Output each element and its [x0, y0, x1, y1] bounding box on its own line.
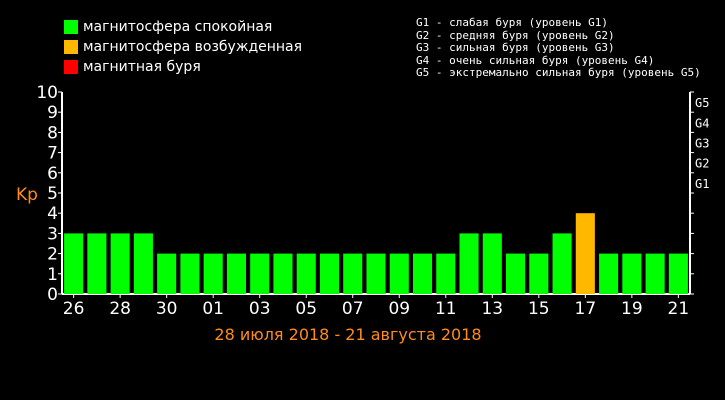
x-tick-label: 01	[202, 299, 224, 319]
g-scale-legend: G1 - слабая буря (уровень G1) G2 - средн…	[416, 16, 701, 80]
kp-bar	[389, 253, 409, 294]
kp-bar	[226, 253, 246, 294]
g-tick-label: G2	[695, 157, 709, 171]
kp-bar	[459, 233, 479, 294]
y-tick-label: 7	[47, 144, 58, 164]
g-legend-line-g1: G1 - слабая буря (уровень G1)	[416, 16, 609, 29]
x-tick-label: 07	[342, 299, 364, 319]
kp-bar	[506, 253, 526, 294]
g-legend-line-g2: G2 - средняя буря (уровень G2)	[416, 28, 615, 42]
kp-bar	[64, 233, 84, 294]
kp-bar	[133, 233, 153, 294]
kp-bar	[575, 213, 595, 294]
y-tick-label: 2	[47, 245, 58, 265]
g-tick-label: G5	[695, 96, 709, 110]
kp-bar	[180, 253, 200, 294]
kp-bar	[412, 253, 433, 294]
date-range-label: 28 июля 2018 - 21 августа 2018	[214, 325, 481, 344]
y-axis-label: Kp	[16, 185, 38, 205]
kp-bar	[668, 253, 688, 294]
kp-bar	[273, 253, 293, 294]
y-tick-label: 8	[47, 123, 58, 143]
kp-bar	[203, 253, 223, 294]
kp-bar	[436, 253, 456, 294]
kp-bar	[319, 253, 340, 294]
kp-bar	[482, 233, 502, 294]
y-tick-label: 3	[47, 224, 58, 244]
g-legend-line-g5: G5 - экстремально сильная буря (уровень …	[416, 66, 701, 79]
y-tick-label: 1	[47, 265, 58, 285]
kp-bar	[87, 233, 107, 294]
x-tick-label: 19	[621, 299, 643, 319]
kp-bar	[343, 253, 363, 294]
g-legend-line-g4: G4 - очень сильная буря (уровень G4)	[416, 53, 655, 67]
legend-swatch-calm	[64, 20, 78, 34]
g-tick-label: G4	[695, 116, 709, 130]
y-tick-label: 5	[47, 184, 58, 204]
x-tick-label: 05	[295, 299, 317, 319]
kp-bar	[622, 253, 642, 294]
y-tick-label: 0	[47, 285, 58, 305]
legend-item-storm: магнитная буря	[64, 57, 302, 77]
kp-bar	[599, 253, 619, 294]
y-tick-label: 9	[47, 103, 58, 123]
x-tick-label: 13	[481, 299, 503, 319]
legend-item-calm: магнитосфера спокойная	[64, 17, 302, 37]
legend: магнитосфера спокойная магнитосфера возб…	[64, 17, 302, 77]
kp-bar	[250, 253, 270, 294]
legend-swatch-excited	[64, 40, 78, 54]
g-tick-label: G3	[695, 137, 709, 151]
kp-bar	[552, 233, 572, 294]
x-tick-label: 17	[575, 299, 597, 319]
legend-label-storm: магнитная буря	[83, 59, 201, 75]
x-tick-label: 26	[63, 299, 85, 319]
kp-bar	[645, 253, 665, 294]
x-tick-label: 21	[668, 299, 690, 319]
kp-bar	[366, 253, 386, 294]
y-tick-label: 6	[47, 164, 58, 184]
g-legend-line-g3: G3 - сильная буря (уровень G3)	[416, 41, 615, 54]
legend-label-calm: магнитосфера спокойная	[83, 19, 273, 35]
legend-label-excited: магнитосфера возбужденная	[83, 39, 303, 55]
x-tick-label: 03	[249, 299, 271, 319]
kp-bar	[110, 233, 130, 294]
x-tick-label: 11	[435, 299, 457, 319]
x-tick-label: 09	[388, 299, 410, 319]
g-tick-label: G1	[695, 177, 709, 191]
legend-swatch-storm	[64, 60, 78, 74]
x-tick-label: 28	[109, 299, 131, 319]
legend-item-excited: магнитосфера возбужденная	[64, 37, 302, 57]
y-tick-label: 10	[36, 83, 58, 103]
kp-bar	[529, 253, 549, 294]
kp-bar	[296, 253, 316, 294]
kp-bar	[157, 253, 177, 294]
x-tick-label: 30	[156, 299, 178, 319]
x-tick-label: 15	[528, 299, 550, 319]
y-tick-label: 4	[47, 204, 58, 224]
